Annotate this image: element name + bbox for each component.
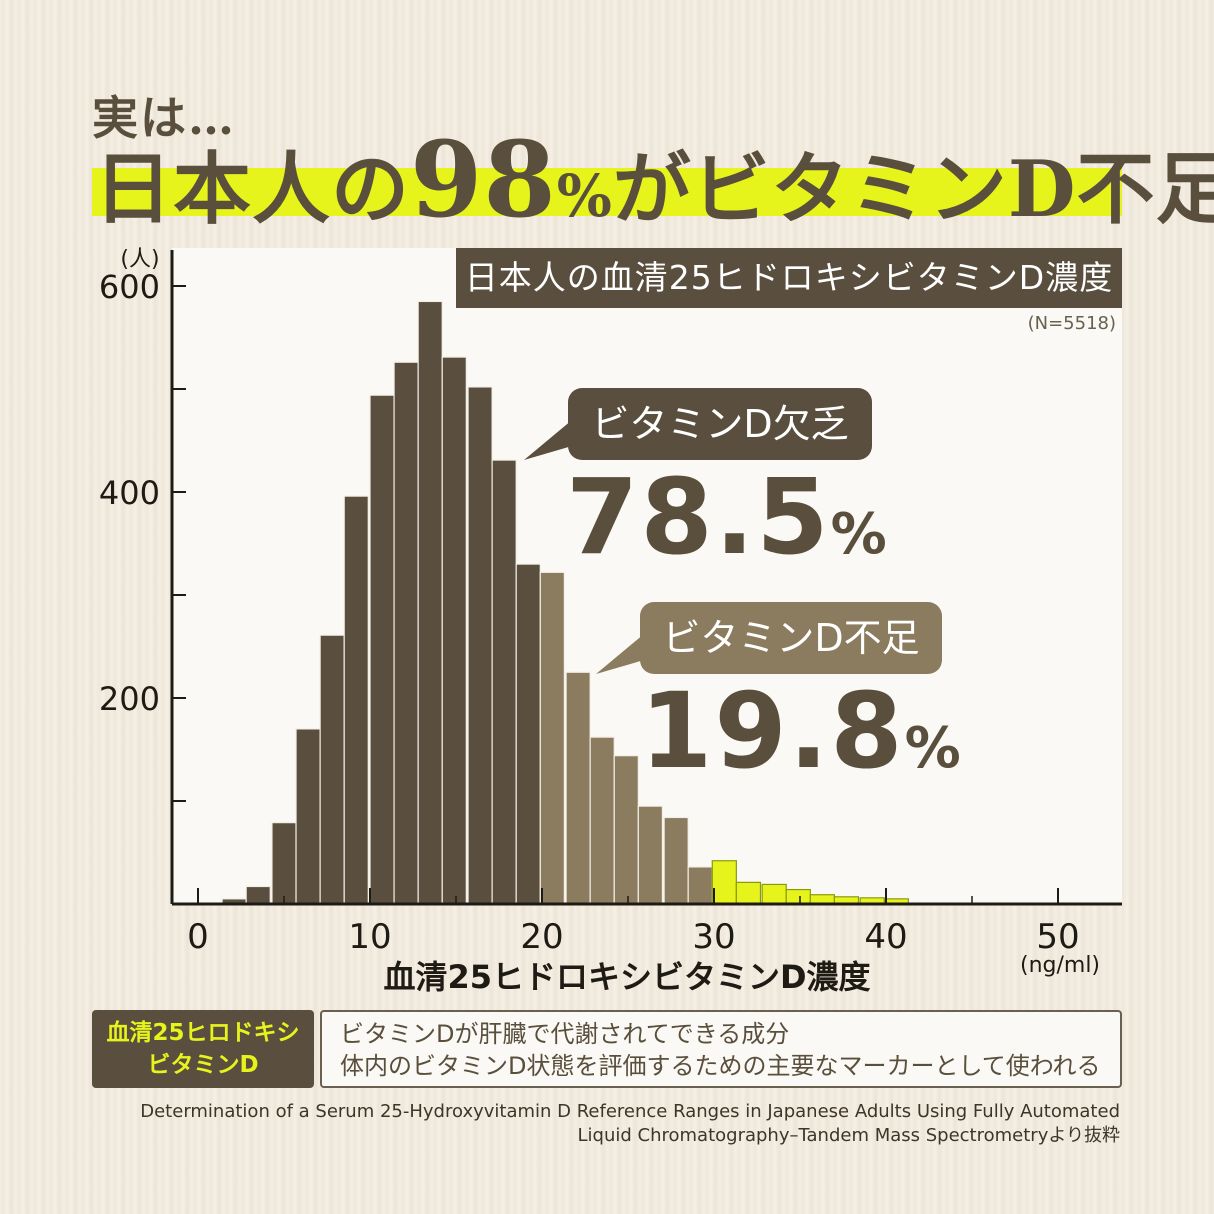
headline-intro: 実は… [92,91,236,145]
headline-main: 日本人の98%がビタミンD不足 [94,118,1214,241]
deficiency-unit: % [830,502,889,567]
y-tick-label: 400 [99,474,160,512]
y-tick-label: 600 [99,268,160,306]
headline-highlight-bar [92,168,1122,216]
headline-number: 98 [410,118,557,241]
histogram-bar-3 [271,822,297,905]
callout-insufficiency: ビタミンD不足 [640,602,942,674]
x-tick-label: 0 [187,917,209,957]
legend-term-line1: 血清25ヒロドキシ [106,1020,300,1046]
histogram-bar-23 [761,883,787,905]
callout-deficiency-pointer [524,420,572,460]
x-tick-label: 40 [864,917,907,957]
histogram-bar-7 [369,394,395,905]
legend-description: ビタミンDが肝臓で代謝されてできる成分 体内のビタミンD状態を評価するための主要… [320,1010,1122,1088]
legend-term: 血清25ヒロドキシ ビタミンD [92,1010,314,1088]
chart-title: 日本人の血清25ヒドロキシビタミンD濃度 [456,248,1122,308]
x-tick-label: 20 [520,917,563,957]
histogram-bar-16 [589,736,615,905]
source-line2: Liquid Chromatography–Tandem Mass Spectr… [577,1125,1121,1146]
histogram-bar-20 [687,866,713,905]
histogram-bar-14 [539,571,565,905]
histogram-bar-10 [441,356,467,905]
histogram-bar-19 [663,816,689,905]
histogram-chart: 0 10 20 30 40 50 200 400 600(人) 血清25ヒドロキシビタミンD濃度 (… [99,247,1122,996]
histogram-bar-8 [393,361,419,905]
y-axis-unit: (人) [120,247,159,272]
histogram-bar-9 [417,300,443,905]
histogram-bar-2 [245,885,271,905]
sample-size: (N=5518) [1027,313,1116,334]
histogram-bar-21 [711,860,737,905]
x-tick-label: 30 [692,917,735,957]
histogram-bar-4 [295,728,321,905]
histogram-bar-13 [515,563,541,905]
deficiency-percentage: 78.5% [566,456,889,578]
x-axis-label: 血清25ヒドロキシビタミンD濃度 [383,958,870,996]
source-line1: Determination of a Serum 25-Hydroxyvitam… [140,1101,1120,1122]
histogram-bar-11 [467,386,493,905]
histogram-bar-12 [491,459,517,905]
insufficiency-unit: % [904,716,963,781]
histogram-bar-5 [319,634,345,905]
legend-desc-line2: 体内のビタミンD状態を評価するための主要なマーカーとして使われる [340,1052,1101,1080]
callout-deficiency-label: ビタミンD欠乏 [591,402,849,446]
insufficiency-value: 19.8 [640,670,905,792]
callout-insufficiency-label: ビタミンD不足 [662,616,920,660]
headline-percent-sign: % [556,162,613,230]
headline-suffix: がビタミンD不足 [612,144,1214,235]
source-citation: Determination of a Serum 25-Hydroxyvitam… [80,1100,1120,1148]
deficiency-value: 78.5 [566,456,831,578]
histogram-bar-18 [637,805,664,905]
x-tick-label: 10 [348,917,391,957]
histogram-bar-6 [343,495,369,905]
legend-term-line2: ビタミンD [147,1052,259,1078]
histogram-bar-24 [785,888,811,905]
insufficiency-percentage: 19.8% [640,670,963,792]
headline-prefix: 日本人の [94,144,411,235]
callout-deficiency: ビタミンD欠乏 [568,388,872,460]
callout-insufficiency-pointer [596,634,644,674]
x-axis-unit: (ng/ml) [1020,953,1100,978]
histogram-bar-15 [565,671,591,905]
legend-desc-line1: ビタミンDが肝臓で代謝されてできる成分 [340,1020,790,1048]
y-tick-label: 200 [99,680,160,718]
x-tick-label: 50 [1036,917,1079,957]
histogram-bar-22 [735,881,762,905]
histogram-bar-17 [613,755,639,905]
